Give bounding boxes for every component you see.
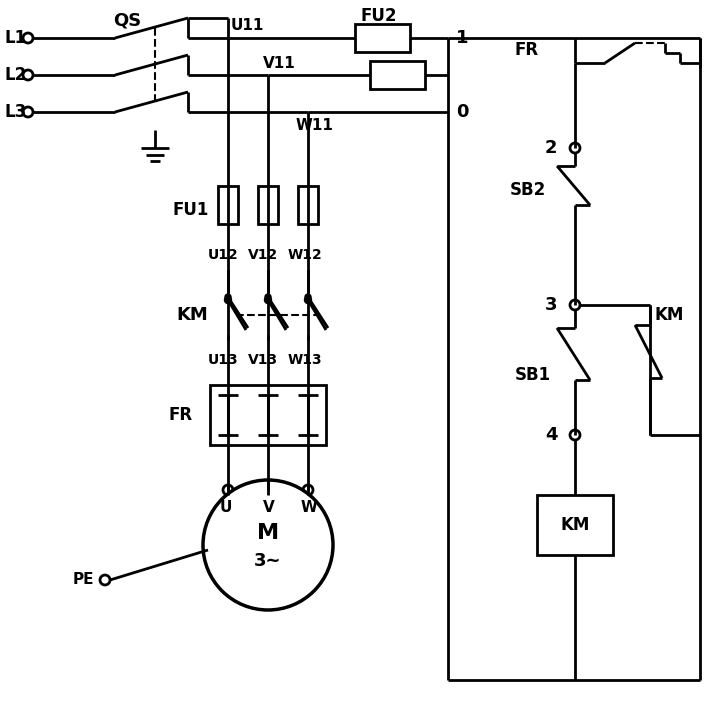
Text: PE: PE bbox=[73, 573, 94, 588]
Text: KM: KM bbox=[560, 516, 590, 534]
Text: 1: 1 bbox=[456, 29, 469, 47]
Bar bbox=[258, 186, 278, 224]
Text: 3~: 3~ bbox=[254, 552, 282, 570]
Text: FR: FR bbox=[515, 41, 539, 59]
Circle shape bbox=[305, 296, 312, 303]
Text: QS: QS bbox=[113, 11, 141, 29]
Text: L3: L3 bbox=[5, 103, 27, 121]
Circle shape bbox=[223, 485, 233, 495]
Bar bbox=[218, 186, 238, 224]
Text: W13: W13 bbox=[288, 353, 323, 367]
Circle shape bbox=[570, 300, 580, 310]
Text: L2: L2 bbox=[5, 66, 27, 84]
Bar bbox=[370, 61, 425, 89]
Text: KM: KM bbox=[176, 306, 208, 324]
Text: V12: V12 bbox=[248, 248, 278, 262]
Text: 2: 2 bbox=[545, 139, 557, 157]
Bar bbox=[537, 495, 613, 555]
Circle shape bbox=[23, 33, 33, 43]
Circle shape bbox=[225, 294, 231, 300]
Circle shape bbox=[570, 143, 580, 153]
Bar bbox=[355, 24, 410, 52]
Bar bbox=[210, 385, 326, 445]
Circle shape bbox=[570, 430, 580, 440]
Text: SB2: SB2 bbox=[510, 181, 546, 199]
Text: U11: U11 bbox=[231, 19, 264, 34]
Text: V: V bbox=[263, 501, 275, 516]
Text: FR: FR bbox=[168, 406, 192, 424]
Circle shape bbox=[100, 575, 110, 585]
Text: U: U bbox=[220, 501, 233, 516]
Text: FU1: FU1 bbox=[173, 201, 210, 219]
Circle shape bbox=[303, 485, 313, 495]
Text: SB1: SB1 bbox=[515, 366, 551, 384]
Circle shape bbox=[265, 294, 271, 300]
Text: V11: V11 bbox=[263, 56, 296, 71]
Circle shape bbox=[263, 485, 273, 495]
Text: L1: L1 bbox=[5, 29, 27, 47]
Text: V13: V13 bbox=[248, 353, 278, 367]
Text: U13: U13 bbox=[208, 353, 238, 367]
Circle shape bbox=[305, 294, 311, 300]
Circle shape bbox=[23, 107, 33, 117]
Text: W11: W11 bbox=[296, 119, 334, 134]
Text: W: W bbox=[301, 501, 318, 516]
Circle shape bbox=[264, 296, 271, 303]
Text: 0: 0 bbox=[456, 103, 469, 121]
Bar bbox=[298, 186, 318, 224]
Text: M: M bbox=[257, 523, 279, 543]
Text: FU2: FU2 bbox=[360, 7, 397, 25]
Circle shape bbox=[23, 70, 33, 80]
Text: W12: W12 bbox=[288, 248, 323, 262]
Text: U12: U12 bbox=[208, 248, 239, 262]
Text: 3: 3 bbox=[545, 296, 557, 314]
Text: 4: 4 bbox=[545, 426, 557, 444]
Circle shape bbox=[225, 296, 232, 303]
Text: KM: KM bbox=[655, 306, 685, 324]
Circle shape bbox=[203, 480, 333, 610]
